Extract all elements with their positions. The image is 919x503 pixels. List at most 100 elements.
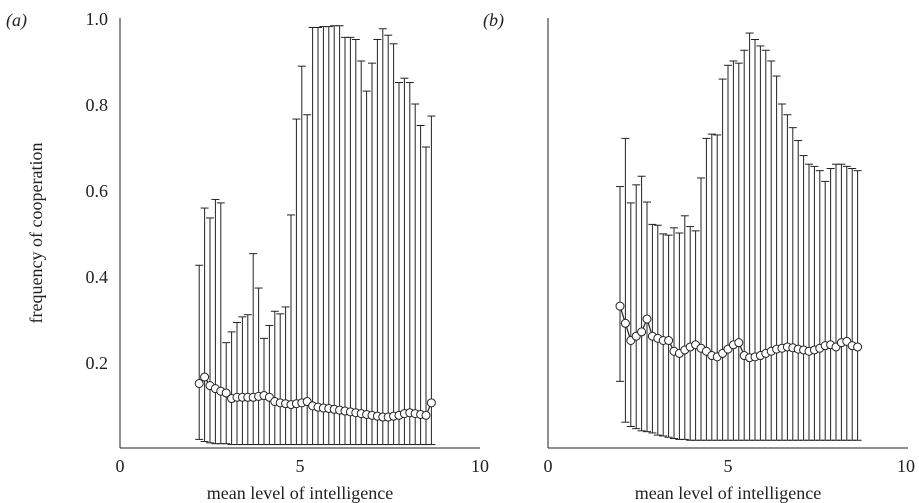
panel-b: (b) 0 5 10 mean level of intelligence [483, 10, 915, 503]
panel-b-error-bar [788, 127, 797, 441]
panel-b-error-bar [761, 49, 770, 441]
panel-a-error-bars [195, 25, 436, 446]
panel-a-error-bar [276, 313, 285, 446]
panel-b-error-bar [626, 202, 635, 427]
panel-a-y-tick-label-1-0: 1.0 [86, 9, 109, 29]
panel-a-error-bar [400, 77, 409, 446]
panel-b-x-tick-label-10: 10 [897, 456, 915, 476]
panel-b-label: (b) [483, 10, 504, 31]
panel-a-error-bar [351, 39, 360, 446]
panel-b-error-bar [697, 177, 705, 441]
panel-a-error-bar [281, 306, 290, 446]
panel-b-error-bar [648, 223, 657, 434]
panel-b-error-bar [637, 175, 646, 432]
panel-b-error-bar [659, 233, 668, 437]
panel-b-error-bar [772, 75, 781, 441]
panel-a-error-bar [292, 118, 301, 446]
panel-b-error-bar [707, 133, 716, 441]
panel-a-x-axis-label: mean level of intelligence [207, 483, 393, 503]
panel-a-error-bar [314, 26, 322, 446]
panel-a-error-bar [362, 90, 371, 446]
panel-a-error-bar [249, 253, 258, 446]
panel-a-error-bar [265, 324, 274, 446]
panel-a-error-bar [319, 26, 328, 446]
panel-b-error-bar [691, 230, 700, 441]
panel-b-data-point [853, 342, 863, 352]
panel-b-data-point [734, 338, 744, 348]
panel-b-error-bar [837, 163, 846, 441]
panel-b-error-bar [842, 165, 851, 441]
panel-a-error-bar [405, 82, 414, 446]
panel-a-data-point [421, 410, 431, 420]
panel-b-error-bar [799, 155, 808, 441]
panel-a-x-tick-label-5: 5 [296, 456, 305, 476]
panel-b-error-bar [810, 165, 819, 441]
panel-a-error-bar [330, 25, 339, 446]
panel-b-data-point [620, 318, 630, 328]
panel-b-x-tick-label-0: 0 [544, 456, 553, 476]
panel-a-error-bar [389, 43, 398, 446]
panel-a-error-bar [206, 217, 214, 444]
panel-a-error-bar [195, 264, 204, 440]
panel-b-error-bar [718, 78, 727, 441]
panel-a-error-bar [416, 125, 425, 446]
panel-b-error-bar [756, 45, 765, 441]
panel-b-error-bar [740, 49, 749, 441]
panel-a-error-bar [335, 25, 344, 446]
panel-a-error-bar [287, 214, 295, 446]
panel-a-error-bar [238, 316, 247, 446]
panel-a-error-bar [373, 39, 382, 446]
panel-b-error-bar [713, 134, 722, 441]
panel-b-data-point [642, 314, 652, 324]
panel-a-markers [194, 372, 436, 422]
panel-a-error-bar [303, 114, 312, 446]
panel-b-error-bar [794, 140, 803, 441]
panel-b-data-point [637, 327, 647, 337]
panel-a-error-bar [200, 207, 209, 443]
panel-a-error-bar [346, 36, 355, 446]
panel-b-error-bar [853, 170, 862, 441]
panel-a-error-bar [341, 36, 349, 446]
panel-a-error-bar [427, 115, 436, 446]
panel-a-data-point [426, 398, 436, 408]
panel-a-error-bar [216, 202, 225, 445]
panel-a-error-bar [378, 28, 387, 446]
panel-a-y-tick-label-0-4: 0.4 [86, 267, 109, 287]
panel-b-error-bar [702, 137, 711, 441]
panel-a-x-tick-label-0: 0 [116, 456, 125, 476]
panel-a-y-tick-label-0-8: 0.8 [86, 95, 109, 115]
panel-b-error-bar [680, 215, 689, 440]
panel-a-error-bar [395, 82, 403, 446]
panel-a: (a) 0.2 0.4 0.6 0.8 1.0 0 5 10 mean leve… [6, 9, 489, 503]
panel-b-error-bar [778, 103, 786, 441]
panel-a-y-axis-label: frequency of cooperation [26, 143, 46, 324]
panel-b-error-bar [821, 180, 830, 441]
panel-b-error-bar [653, 224, 662, 436]
panel-a-error-bar [254, 287, 263, 446]
panel-b-error-bar [745, 32, 754, 441]
panel-a-error-bar [227, 331, 236, 446]
panel-b-error-bar [751, 39, 759, 441]
panel-a-data-point [221, 388, 231, 398]
panel-a-error-bar [297, 65, 306, 446]
panel-b-error-bar [826, 168, 835, 441]
panel-b-error-bar [670, 227, 678, 440]
panel-b-error-bar [783, 114, 792, 441]
panel-a-error-bar [270, 310, 279, 446]
panel-a-label: (a) [6, 10, 27, 31]
panel-a-error-bar [357, 60, 366, 446]
panel-a-error-bar [368, 62, 376, 446]
panel-b-error-bar [616, 186, 624, 382]
panel-a-data-point [200, 372, 210, 382]
panel-a-error-bar [211, 198, 220, 445]
panel-b-error-bar [734, 62, 743, 441]
panel-a-x-tick-label-10: 10 [471, 456, 489, 476]
panel-a-error-bar [308, 26, 317, 446]
panel-b-error-bar [832, 163, 840, 441]
panel-a-error-bar [324, 26, 333, 446]
panel-b-error-bars [616, 32, 862, 441]
panel-b-error-bar [767, 60, 776, 441]
panel-b-error-bar [632, 184, 641, 430]
panel-a-error-bar [243, 314, 252, 446]
